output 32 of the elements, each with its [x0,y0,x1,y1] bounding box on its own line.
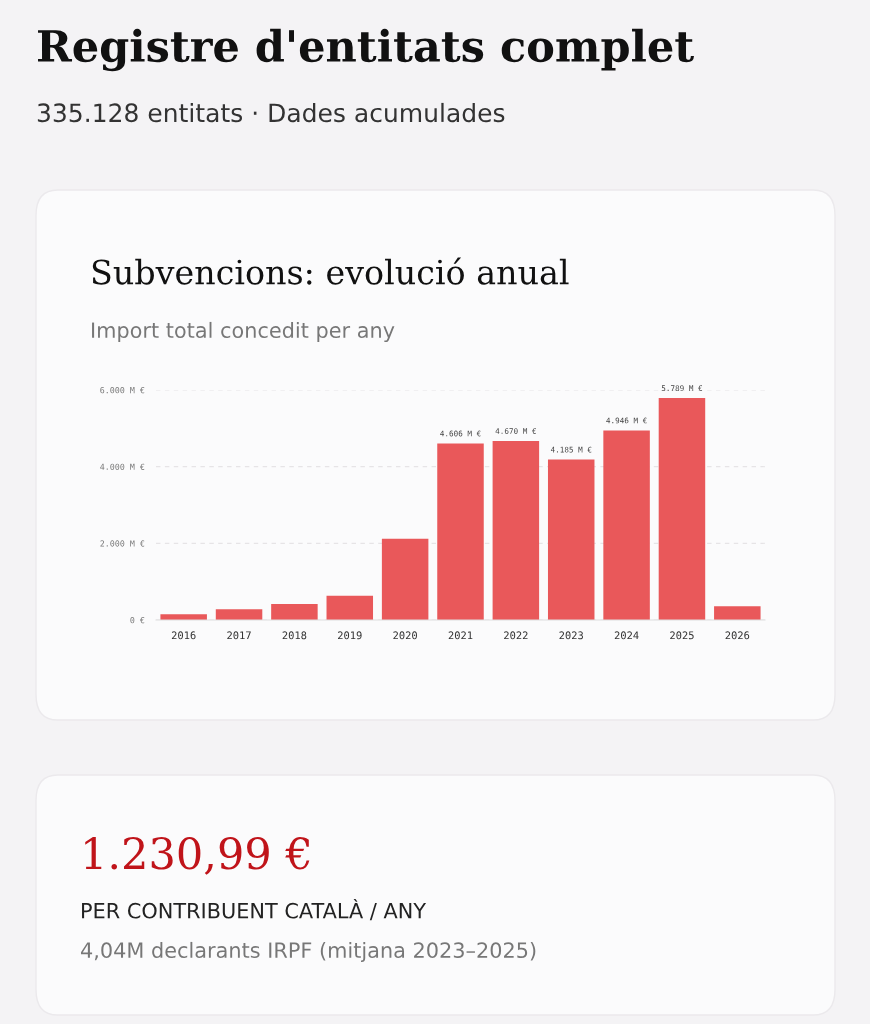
x-tick-label: 2018 [282,631,307,640]
bar [215,609,263,620]
bar [381,538,429,620]
x-tick-label: 2019 [338,631,362,640]
bar [271,603,318,620]
y-tick-label: 2.000 M € [100,540,145,547]
chart-subtitle: Import total concedit per any [92,321,395,343]
text: Registre d'entitats complet [38,28,694,72]
text: 1.230,99 € [85,836,310,875]
x-tick-label: 2023 [559,631,583,640]
x-tick-label: 2020 [393,631,417,640]
bar [326,595,374,620]
y-tick-label: 6.000 M € [100,387,145,394]
x-tick-label: 2016 [171,631,196,640]
x-tick-label: 2026 [725,631,750,640]
x-tick-label: 2025 [670,631,694,640]
bar [658,398,706,620]
bar [437,443,484,620]
bar [492,440,540,620]
text: PER CONTRIBUENT CATALÀ / ANY [82,899,427,921]
y-tick-label: 4.000 M € [100,463,145,470]
x-tick-label: 2017 [227,631,251,640]
x-tick-label: 2022 [504,631,528,640]
x-tick-label: 2021 [448,631,473,640]
y-tick-label: 0 € [130,617,145,624]
x-tick-label: 2024 [614,631,639,640]
chart-title: Subvencions: evolució anual [92,257,569,285]
bar [714,606,761,620]
bar [603,430,650,620]
bar [547,459,595,620]
text: 335.128 entitats · Dades acumulades [37,102,505,123]
text: 4,04M declarants IRPF (mitjana 2023–2025) [81,941,536,963]
